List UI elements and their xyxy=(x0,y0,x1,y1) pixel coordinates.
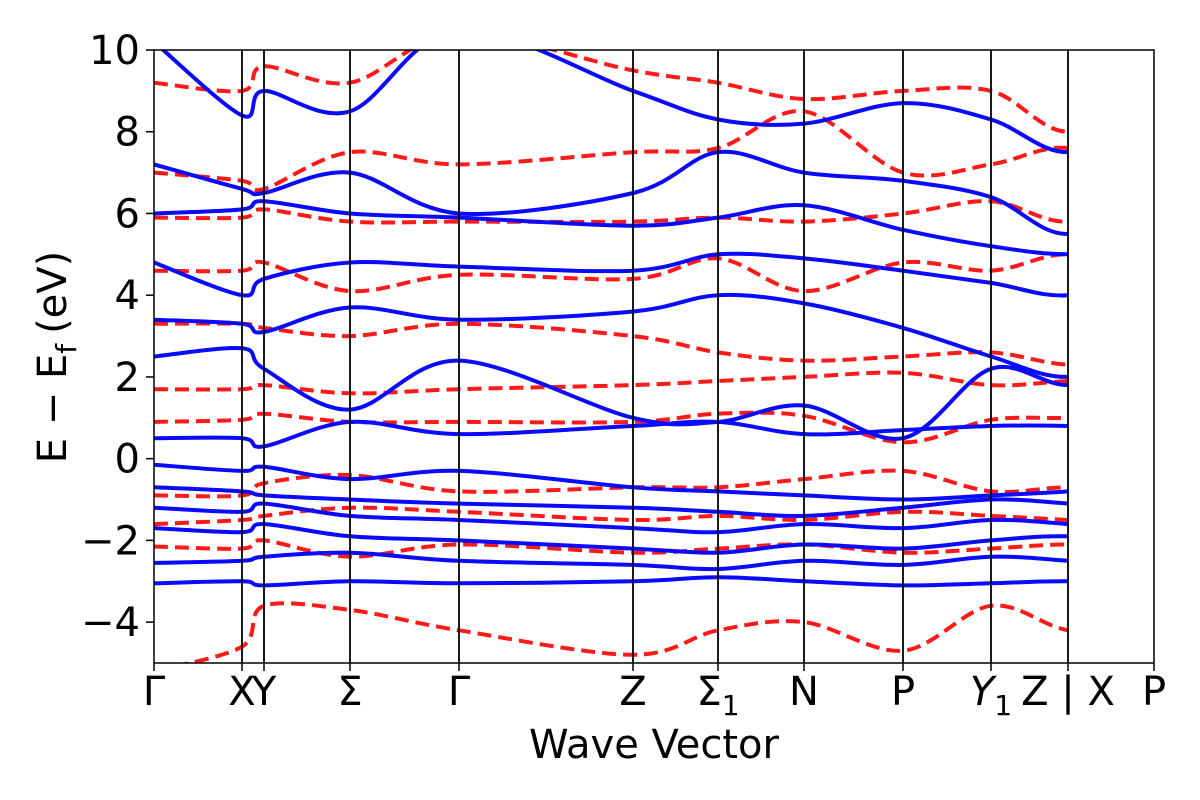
solid-band-6 xyxy=(154,419,1069,449)
x-tick-label: Σ1 xyxy=(696,669,739,722)
x-tick-label: P xyxy=(1142,669,1166,715)
x-axis-label: Wave Vector xyxy=(529,722,780,768)
dashed-band-9 xyxy=(154,109,1069,193)
y-tick-label: −2 xyxy=(81,518,140,564)
high-symmetry-lines xyxy=(241,50,1069,663)
y-tick-label: 10 xyxy=(89,28,140,74)
dashed-band-0 xyxy=(181,601,1069,663)
y-axis-label-subscript: f xyxy=(50,343,83,354)
y-axis-ticks: −4 −2 0 2 4 6 8 10 xyxy=(81,28,154,646)
solid-band-11 xyxy=(154,149,1069,236)
solid-band-9 xyxy=(154,251,1069,298)
dashed-band-5 xyxy=(154,370,1069,396)
dashed-band-1 xyxy=(154,538,1069,559)
y-tick-label: 4 xyxy=(115,273,140,319)
y-tick-label: −4 xyxy=(81,600,140,646)
band-lines xyxy=(154,50,1069,663)
solid-band-4 xyxy=(154,485,1069,518)
solid-band-3 xyxy=(154,501,1069,535)
dashed-band-10 xyxy=(154,50,1069,134)
solid-band-12 xyxy=(160,50,1069,155)
dashed-band-8 xyxy=(154,199,1069,225)
svg-text:E − Ef(eV): E − Ef (eV) xyxy=(30,251,83,464)
y-axis-label: E − Ef (eV) xyxy=(30,251,83,464)
solid-band-1 xyxy=(154,550,1069,572)
y-tick-label: 2 xyxy=(115,355,140,401)
dashed-band-4 xyxy=(154,410,1069,445)
solid-band-10 xyxy=(154,199,1069,257)
x-axis-ticks: Γ XY Σ Γ Z Σ1 N P Y1 Z | X P xyxy=(143,663,1166,722)
x-tick-label: P xyxy=(891,669,915,715)
y-tick-label: 0 xyxy=(115,437,140,483)
solid-band-5 xyxy=(154,462,1069,502)
x-tick-label: Y1 xyxy=(970,669,1012,722)
y-tick-label: 6 xyxy=(115,191,140,237)
y-tick-label: 8 xyxy=(115,110,140,156)
x-tick-label: Z | X xyxy=(1021,669,1115,715)
x-tick-label: Γ xyxy=(448,669,471,715)
dashed-band-2 xyxy=(154,505,1069,527)
solid-band-2 xyxy=(154,522,1069,555)
dashed-band-6 xyxy=(154,321,1069,367)
x-tick-label: Z xyxy=(619,669,646,715)
x-tick-label: Y xyxy=(251,669,277,715)
y-axis-label-unit: (eV) xyxy=(30,251,76,334)
y-axis-label-main: E − E xyxy=(30,354,76,464)
solid-band-0 xyxy=(154,575,1069,588)
plot-frame xyxy=(153,49,1155,664)
x-tick-label: Σ xyxy=(337,669,362,715)
x-tick-label: Γ xyxy=(143,669,166,715)
x-tick-label: N xyxy=(789,669,819,715)
x-tick-label: X xyxy=(228,669,255,715)
solid-band-8 xyxy=(154,292,1069,379)
